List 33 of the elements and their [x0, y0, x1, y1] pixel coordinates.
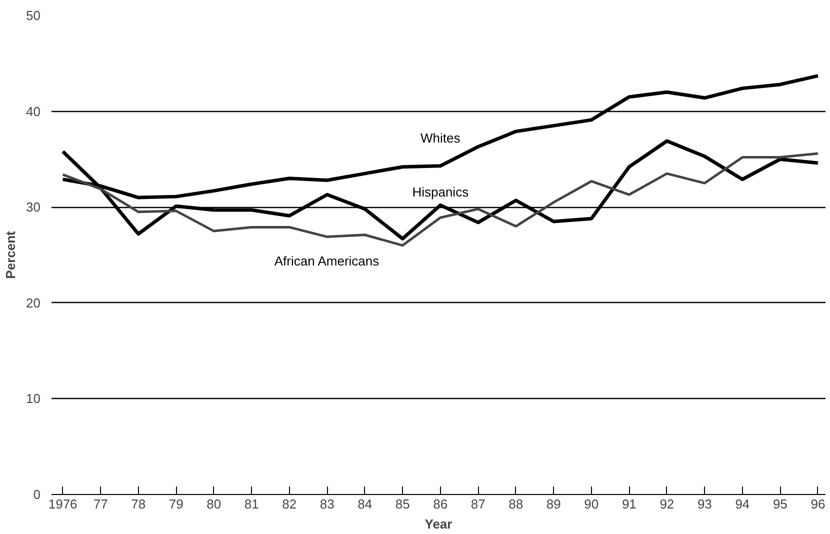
x-tick-label: 96: [810, 496, 826, 512]
x-tick-label: 87: [470, 496, 486, 512]
x-tick-label: 79: [168, 496, 184, 512]
y-tick-label: 20: [26, 295, 41, 310]
y-tick-label: 0: [33, 487, 41, 502]
y-axis-title: Percent: [3, 230, 18, 279]
y-tick-label: 10: [26, 391, 41, 406]
x-tick-label: 82: [282, 496, 297, 512]
y-tick-label: 50: [26, 8, 41, 23]
x-tick-label: 77: [93, 496, 108, 512]
x-tick-label: 78: [131, 496, 146, 512]
series-label: African Americans: [274, 253, 380, 268]
x-tick-label: 94: [735, 496, 750, 512]
x-tick-label: 91: [622, 496, 636, 512]
x-tick-label: 83: [320, 496, 334, 512]
y-tick-label: 40: [26, 104, 41, 119]
series-label: Hispanics: [412, 184, 470, 200]
y-tick-label: 30: [26, 200, 41, 215]
x-tick-label: 95: [772, 496, 788, 512]
x-tick-label: 93: [697, 496, 712, 512]
x-axis-title: Year: [424, 516, 452, 532]
x-tick-label: 88: [508, 496, 524, 512]
line-series: [62, 152, 820, 247]
x-tick-label: 84: [358, 496, 372, 512]
x-tick-label: 80: [206, 496, 222, 512]
x-tick-label: 81: [244, 496, 259, 512]
series-label: Whites: [420, 130, 461, 146]
x-tick-label: 92: [660, 496, 674, 512]
x-tick-label: 89: [546, 496, 561, 512]
x-tick-label: 1976: [48, 496, 78, 512]
x-tick-label: 86: [433, 496, 448, 512]
x-tick-label: 85: [395, 496, 410, 512]
x-tick-label: 90: [584, 496, 599, 512]
